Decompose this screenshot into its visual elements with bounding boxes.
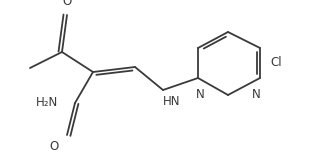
Text: H₂N: H₂N [36, 97, 58, 109]
Text: Cl: Cl [270, 57, 282, 69]
Text: O: O [49, 140, 59, 153]
Text: HN: HN [163, 95, 181, 108]
Text: O: O [62, 0, 72, 8]
Text: N: N [196, 88, 204, 101]
Text: N: N [252, 88, 260, 101]
